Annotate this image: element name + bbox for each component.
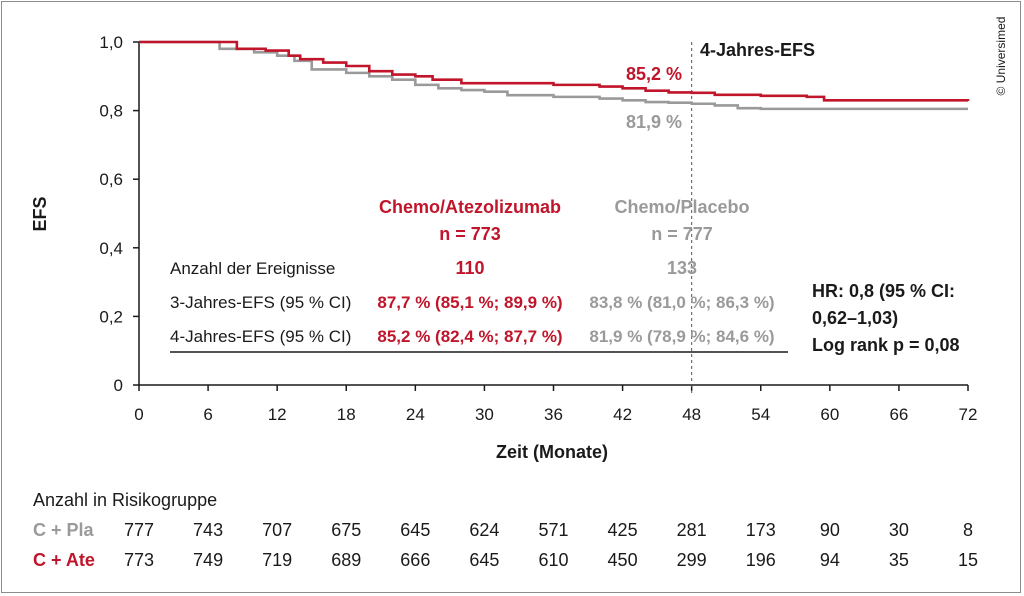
risk-value-pla: 777 [124, 520, 154, 540]
table-row-label: 3-Jahres-EFS (95 % CI) [170, 293, 351, 312]
risk-value-ate: 645 [469, 550, 499, 570]
annotation-pla-4y: 81,9 % [626, 112, 682, 132]
risk-value-pla: 743 [193, 520, 223, 540]
risk-value-pla: 30 [889, 520, 909, 540]
x-tick-label: 42 [613, 405, 632, 424]
y-tick-label: 0,6 [99, 170, 123, 189]
table-row-label: Anzahl der Ereignisse [170, 259, 335, 278]
risk-value-pla: 645 [400, 520, 430, 540]
x-axis-title: Zeit (Monate) [496, 442, 608, 462]
risk-value-pla: 675 [331, 520, 361, 540]
hr-line-3: Log rank p = 0,08 [812, 335, 960, 355]
y-ticks: 0 0,2 0,4 0,6 0,8 1,0 [99, 33, 139, 395]
table-row-pla: 83,8 % (81,0 %; 86,3 %) [589, 293, 774, 312]
x-tick-label: 66 [889, 405, 908, 424]
table-header-ate: Chemo/Atezolizumab [379, 197, 561, 217]
x-tick-label: 12 [268, 405, 287, 424]
risk-value-pla: 707 [262, 520, 292, 540]
risk-value-ate: 719 [262, 550, 292, 570]
series-line-chemo-placebo [139, 40, 968, 111]
table-n-pla: n = 777 [651, 224, 713, 244]
table-row-ate: 110 [455, 258, 484, 278]
x-tick-label: 72 [959, 405, 978, 424]
risk-value-pla: 425 [608, 520, 638, 540]
x-tick-label: 60 [820, 405, 839, 424]
y-tick-label: 1,0 [99, 33, 123, 52]
table-row-pla: 133 [667, 258, 697, 278]
y-axis-title: EFS [30, 196, 50, 231]
risk-value-pla: 90 [820, 520, 840, 540]
y-tick-label: 0,4 [99, 239, 123, 258]
risk-value-ate: 94 [820, 550, 840, 570]
risk-value-ate: 749 [193, 550, 223, 570]
risk-value-ate: 15 [958, 550, 978, 570]
risk-row-label-ate: C + Ate [33, 550, 95, 570]
x-ticks: 0 6 12 18 24 30 36 42 48 54 60 66 72 [134, 385, 977, 424]
four-year-efs-label: 4-Jahres-EFS [700, 40, 815, 60]
copyright-text: © Universimed [994, 17, 1008, 96]
risk-value-pla: 8 [963, 520, 973, 540]
risk-value-pla: 173 [746, 520, 776, 540]
hr-line-2: 0,62–1,03) [812, 308, 898, 328]
risk-value-ate: 773 [124, 550, 154, 570]
risk-value-ate: 35 [889, 550, 909, 570]
risk-value-pla: 624 [469, 520, 499, 540]
annotation-ate-4y: 85,2 % [626, 64, 682, 84]
x-tick-label: 54 [751, 405, 770, 424]
risk-value-pla: 571 [538, 520, 568, 540]
risk-value-ate: 689 [331, 550, 361, 570]
y-tick-label: 0,2 [99, 307, 123, 326]
table-row-ate: 87,7 % (85,1 %; 89,9 %) [377, 293, 562, 312]
risk-value-ate: 196 [746, 550, 776, 570]
table-row-pla: 81,9 % (78,9 %; 84,6 %) [589, 327, 774, 346]
risk-value-ate: 610 [538, 550, 568, 570]
x-tick-label: 6 [203, 405, 212, 424]
x-tick-label: 30 [475, 405, 494, 424]
risk-values: 777 743 707 675 645 624 571 425 281 173 90 30 8 773 74… [124, 520, 978, 570]
x-tick-label: 0 [134, 405, 143, 424]
risk-value-ate: 299 [677, 550, 707, 570]
risk-row-label-pla: C + Pla [33, 520, 95, 540]
series-line-chemo-atezolizumab [139, 40, 970, 102]
x-tick-label: 36 [544, 405, 563, 424]
risk-value-ate: 666 [400, 550, 430, 570]
table-n-ate: n = 773 [439, 224, 501, 244]
table-row-label: 4-Jahres-EFS (95 % CI) [170, 327, 351, 346]
risk-table-title: Anzahl in Risikogruppe [33, 490, 217, 510]
table-header-pla: Chemo/Placebo [614, 197, 749, 217]
risk-value-ate: 450 [608, 550, 638, 570]
x-tick-label: 48 [682, 405, 701, 424]
table-row-ate: 85,2 % (82,4 %; 87,7 %) [377, 327, 562, 346]
risk-value-pla: 281 [677, 520, 707, 540]
x-tick-label: 24 [406, 405, 425, 424]
hr-line-1: HR: 0,8 (95 % CI: [812, 281, 955, 301]
y-tick-label: 0 [114, 376, 123, 395]
x-tick-label: 18 [337, 405, 356, 424]
y-tick-label: 0,8 [99, 102, 123, 121]
